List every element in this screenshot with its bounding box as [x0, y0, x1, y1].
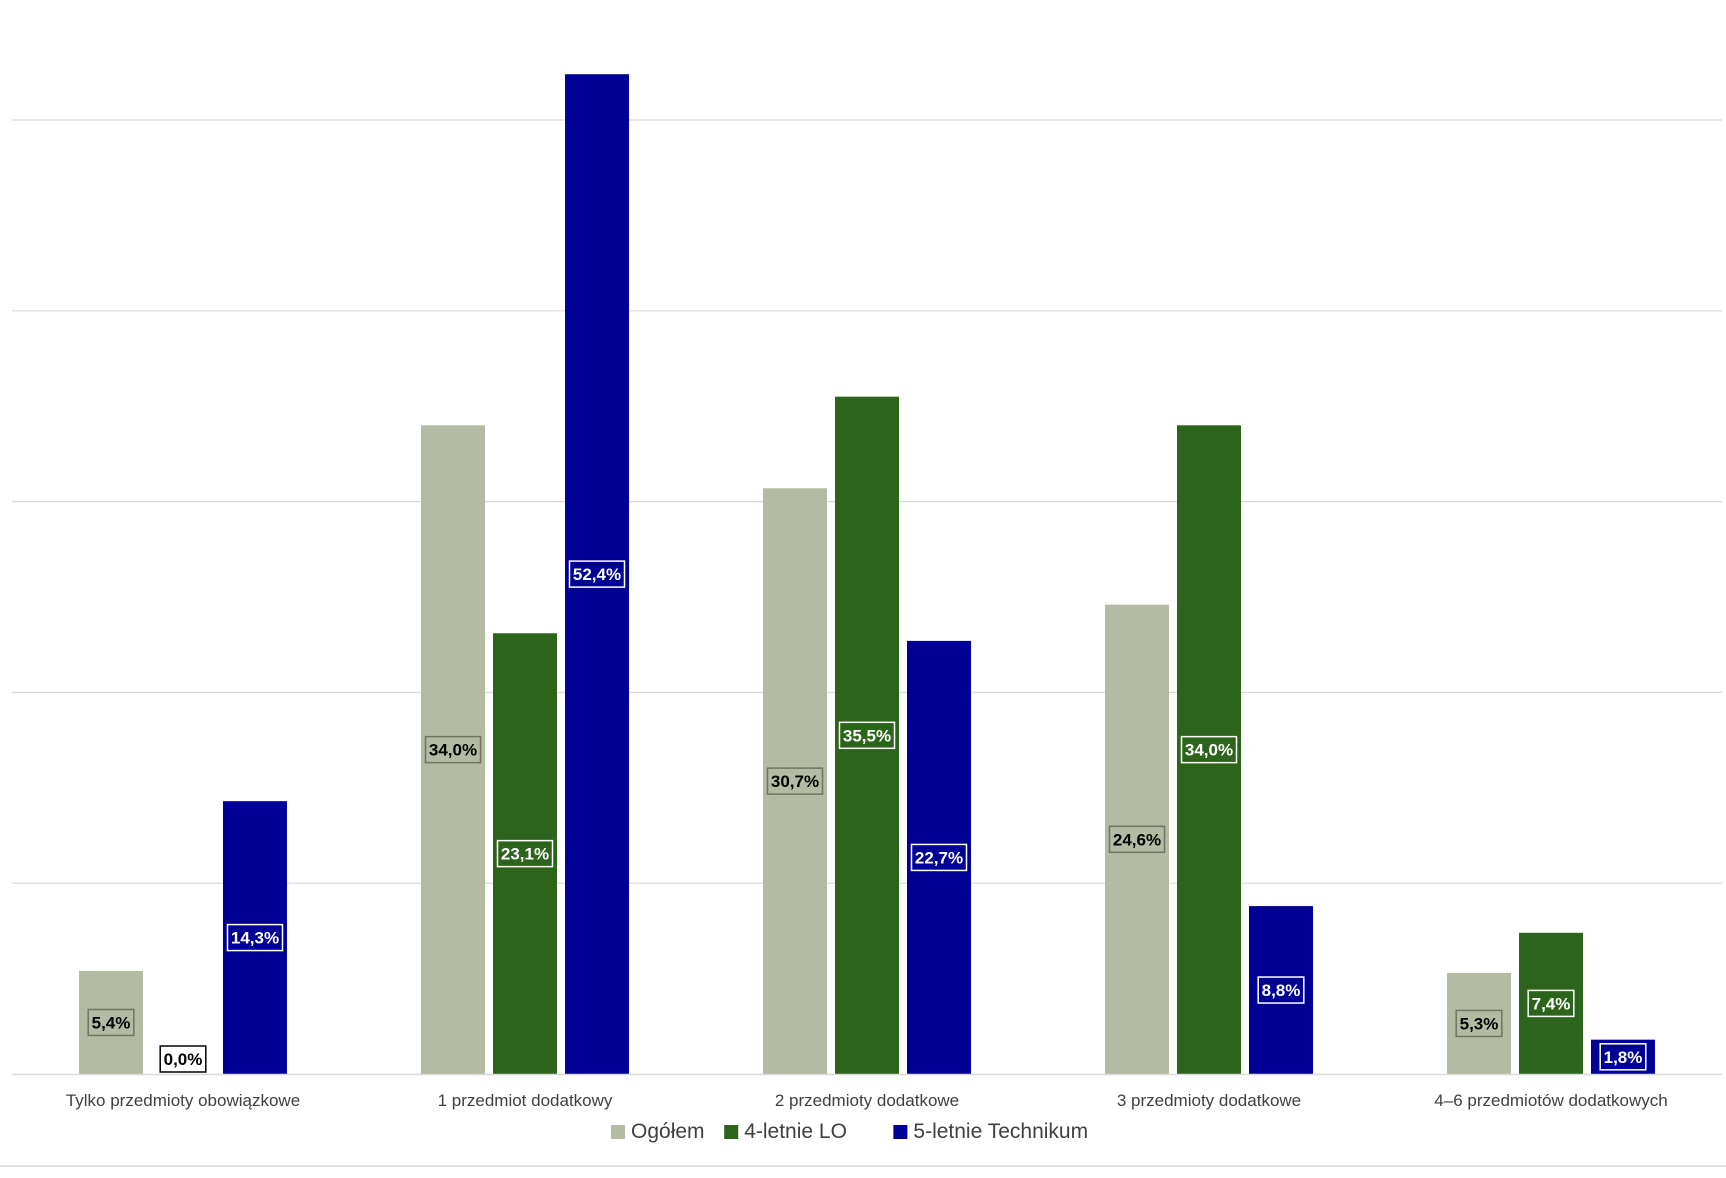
data-label-box: [1108, 825, 1166, 854]
data-label-box: [226, 923, 284, 952]
data-label: 22,7%: [915, 848, 963, 867]
data-label-box: [1599, 1043, 1647, 1071]
data-label: 23,1%: [501, 845, 549, 864]
data-label: 30,7%: [771, 772, 819, 791]
data-label-box: [766, 767, 824, 795]
data-label-box: [568, 560, 626, 588]
data-label: 5,3%: [1460, 1014, 1499, 1033]
data-label-box: [424, 735, 482, 764]
category-label: 3 przedmioty dodatkowe: [1117, 1091, 1301, 1110]
legend-label: Ogółem: [631, 1120, 705, 1143]
data-label-box: [1257, 976, 1305, 1004]
legend-swatch: [893, 1125, 908, 1139]
data-label: 7,4%: [1532, 994, 1571, 1013]
data-label: 0,0%: [164, 1050, 203, 1069]
data-label: 8,8%: [1262, 981, 1301, 1000]
data-label-box: [159, 1045, 207, 1073]
data-label-box: [838, 721, 896, 750]
category-label: 2 przedmioty dodatkowe: [775, 1091, 959, 1110]
data-label-box: [1180, 735, 1238, 764]
data-label: 24,6%: [1113, 830, 1161, 849]
data-label-box: [1527, 989, 1575, 1018]
data-label-box: [496, 839, 554, 868]
category-label: 4–6 przedmiotów dodatkowych: [1434, 1091, 1667, 1110]
data-label: 14,3%: [231, 929, 279, 948]
category-labels: Tylko przedmioty obowiązkowe 1 przedmiot …: [66, 1091, 1668, 1110]
data-label: 1,8%: [1604, 1048, 1643, 1067]
data-label: 35,5%: [843, 726, 891, 745]
legend-swatch: [724, 1125, 739, 1139]
data-label-box: [1455, 1009, 1503, 1038]
legend-label: 5-letnie Technikum: [913, 1120, 1088, 1143]
data-label: 52,4%: [573, 565, 621, 584]
data-label-box: [87, 1008, 135, 1037]
bars: [79, 74, 1655, 1074]
data-label: 34,0%: [1185, 741, 1233, 760]
data-labels: 5,4% 0,0% 14,3% 34,0% 23,1% 52,4% 30,7% 35,5% 22…: [87, 560, 1647, 1073]
data-label-box: [910, 843, 968, 872]
legend-swatch: [611, 1125, 625, 1139]
category-label: Tylko przedmioty obowiązkowe: [66, 1091, 300, 1110]
data-label: 5,4%: [92, 1013, 131, 1032]
legend: Ogółem 4-letnie LO 5-letnie Technikum: [611, 1120, 1088, 1143]
legend-label: 4-letnie LO: [744, 1120, 847, 1143]
category-label: 1 przedmiot dodatkowy: [438, 1091, 613, 1110]
data-label: 34,0%: [429, 741, 477, 760]
